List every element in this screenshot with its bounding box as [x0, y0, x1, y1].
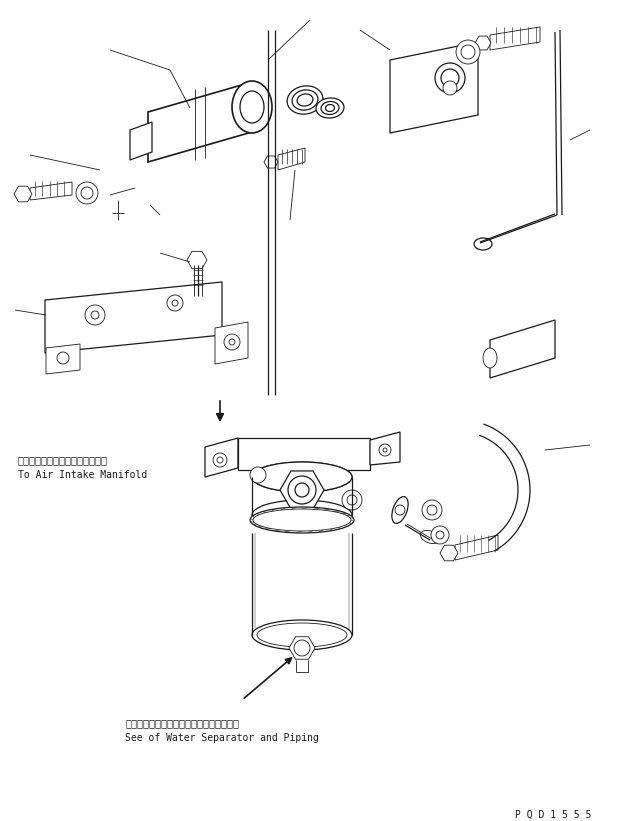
Circle shape	[461, 45, 475, 59]
Circle shape	[91, 311, 99, 319]
Circle shape	[395, 505, 405, 515]
Ellipse shape	[287, 86, 323, 114]
Polygon shape	[390, 42, 478, 133]
Ellipse shape	[252, 462, 352, 492]
Ellipse shape	[483, 348, 497, 368]
Circle shape	[427, 505, 437, 515]
Circle shape	[213, 453, 227, 467]
Text: P Q D 1 5 5 5: P Q D 1 5 5 5	[515, 810, 592, 820]
Text: エアーインテークマニホールドヘ: エアーインテークマニホールドヘ	[18, 455, 108, 465]
Circle shape	[342, 490, 362, 510]
Circle shape	[224, 334, 240, 350]
Ellipse shape	[392, 497, 408, 523]
Ellipse shape	[421, 530, 440, 544]
Circle shape	[172, 300, 178, 306]
Ellipse shape	[292, 89, 318, 110]
Text: See of Water Separator and Piping: See of Water Separator and Piping	[125, 733, 319, 743]
Polygon shape	[187, 251, 207, 268]
Circle shape	[76, 182, 98, 204]
Circle shape	[441, 69, 459, 87]
Circle shape	[81, 187, 93, 199]
Circle shape	[167, 295, 183, 311]
Ellipse shape	[252, 462, 352, 492]
Circle shape	[295, 483, 309, 497]
Ellipse shape	[253, 509, 351, 531]
Ellipse shape	[316, 98, 344, 118]
Circle shape	[379, 444, 391, 456]
Polygon shape	[289, 637, 315, 659]
Polygon shape	[30, 182, 72, 200]
Circle shape	[288, 476, 316, 504]
Circle shape	[217, 457, 223, 463]
Ellipse shape	[232, 81, 272, 133]
Polygon shape	[45, 282, 222, 353]
Polygon shape	[238, 438, 370, 470]
Circle shape	[443, 81, 457, 95]
Polygon shape	[215, 322, 248, 364]
Ellipse shape	[252, 620, 352, 650]
Circle shape	[435, 63, 465, 93]
Polygon shape	[278, 148, 305, 170]
Text: ウォータセパレータおよびパイピング参照: ウォータセパレータおよびパイピング参照	[125, 718, 239, 728]
Polygon shape	[130, 122, 152, 160]
Circle shape	[422, 500, 442, 520]
Ellipse shape	[250, 507, 354, 533]
Polygon shape	[264, 156, 278, 168]
Text: To Air Intake Manifold: To Air Intake Manifold	[18, 470, 147, 480]
Polygon shape	[280, 471, 324, 509]
Polygon shape	[490, 320, 555, 378]
Circle shape	[456, 40, 480, 64]
Circle shape	[57, 352, 69, 364]
Circle shape	[229, 339, 235, 345]
Ellipse shape	[257, 623, 347, 647]
Ellipse shape	[240, 91, 264, 123]
Circle shape	[431, 526, 449, 544]
Ellipse shape	[321, 102, 339, 114]
Polygon shape	[475, 36, 491, 50]
Polygon shape	[148, 82, 252, 162]
Circle shape	[436, 531, 444, 539]
Circle shape	[85, 305, 105, 325]
Circle shape	[383, 448, 387, 452]
Polygon shape	[455, 535, 498, 560]
Polygon shape	[205, 438, 238, 477]
Polygon shape	[440, 545, 458, 561]
Ellipse shape	[297, 94, 313, 106]
Ellipse shape	[252, 500, 352, 530]
Circle shape	[294, 640, 310, 656]
Ellipse shape	[474, 238, 492, 250]
Polygon shape	[14, 186, 32, 202]
Polygon shape	[490, 27, 540, 50]
Polygon shape	[46, 344, 80, 374]
Ellipse shape	[326, 104, 334, 112]
Circle shape	[347, 495, 357, 505]
Circle shape	[250, 467, 266, 483]
Polygon shape	[370, 432, 400, 465]
